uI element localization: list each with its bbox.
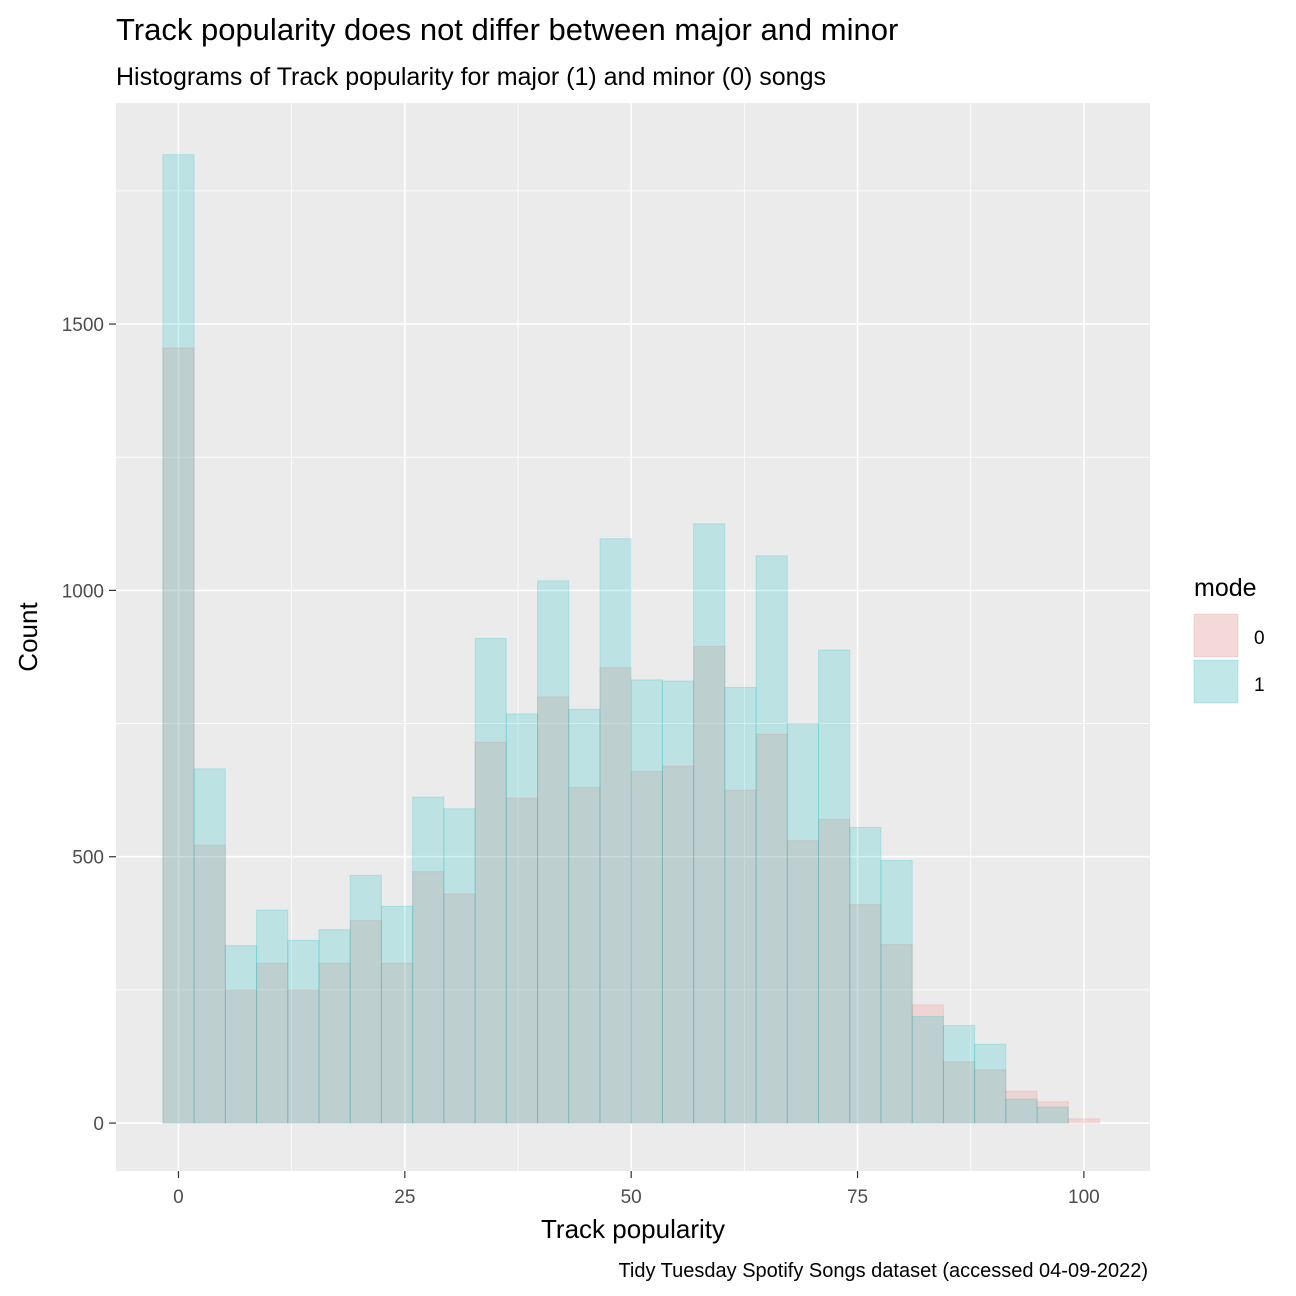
y-axis-title: Count [13, 602, 43, 672]
bar [755, 555, 788, 1124]
bar [942, 1025, 976, 1124]
bar [911, 1016, 944, 1124]
y-tick-label: 1500 [62, 315, 104, 336]
bar [412, 796, 445, 1124]
minor-gridlines [116, 103, 1150, 1171]
legend-key-1 [1194, 660, 1238, 703]
bar [974, 1069, 1007, 1124]
bar [256, 962, 289, 1124]
bar [599, 667, 632, 1124]
plot-panel [116, 103, 1150, 1171]
legend-label-0: 0 [1254, 628, 1265, 649]
bar [318, 929, 351, 1124]
legend-title: mode [1194, 574, 1257, 602]
bar [162, 154, 195, 1124]
bar [693, 523, 726, 1124]
bar [911, 1004, 944, 1124]
bar [287, 939, 320, 1124]
bar [724, 686, 757, 1124]
bar [755, 733, 788, 1124]
bar [537, 696, 570, 1124]
x-tick-label: 100 [1068, 1187, 1100, 1208]
bar [505, 797, 539, 1124]
bar [349, 920, 382, 1124]
bar [1036, 1106, 1069, 1124]
bar [599, 538, 632, 1124]
bar [474, 637, 507, 1124]
x-tick-label: 0 [173, 1187, 184, 1208]
bar [942, 1061, 976, 1124]
bar [474, 741, 507, 1124]
bar [443, 893, 476, 1124]
x-tick-label: 50 [621, 1187, 642, 1208]
bar [818, 818, 851, 1124]
major-gridlines [116, 103, 1150, 1171]
bar [318, 962, 351, 1124]
bar [256, 909, 289, 1124]
x-axis-ticks: 0 25 50 75 100 [173, 1171, 1100, 1208]
bar [287, 989, 320, 1124]
bar [380, 962, 414, 1124]
bar [443, 808, 476, 1124]
bar [974, 1043, 1007, 1124]
bar [661, 680, 695, 1124]
bar [193, 844, 226, 1124]
y-tick-label: 1000 [62, 581, 104, 602]
y-tick-label: 0 [93, 1114, 104, 1135]
bar [224, 989, 258, 1124]
bar [630, 770, 663, 1124]
bar [568, 786, 601, 1124]
bar [349, 874, 382, 1124]
bar [818, 649, 851, 1124]
bar [880, 944, 913, 1124]
bar [380, 905, 414, 1124]
bar [1036, 1101, 1069, 1124]
series-0-bars [162, 347, 1101, 1124]
bar [568, 708, 601, 1124]
bar [849, 904, 882, 1124]
chart-title: Track popularity does not differ between… [116, 12, 898, 47]
legend-swatch-1 [1193, 659, 1239, 704]
y-axis-ticks: 0 500 1000 1500 [62, 315, 116, 1135]
bar [224, 945, 258, 1124]
bar [1005, 1098, 1038, 1124]
chart-caption: Tidy Tuesday Spotify Songs dataset (acce… [618, 1260, 1148, 1282]
bar [849, 826, 882, 1124]
bar [193, 768, 226, 1124]
legend: mode 0 1 [1193, 574, 1265, 704]
chart-subtitle: Histograms of Track popularity for major… [116, 63, 826, 91]
bar [786, 723, 820, 1124]
bar [537, 580, 570, 1124]
bar [786, 840, 820, 1124]
series-1-bars [162, 154, 1069, 1124]
bar [1005, 1090, 1038, 1124]
bar [412, 871, 445, 1124]
bar [630, 679, 663, 1124]
y-tick-label: 500 [72, 848, 104, 869]
x-tick-label: 75 [847, 1187, 868, 1208]
bar [693, 645, 726, 1124]
x-tick-label: 25 [394, 1187, 415, 1208]
legend-key-0 [1194, 614, 1238, 657]
bar [724, 789, 757, 1124]
bar [661, 765, 695, 1124]
bar [880, 859, 913, 1124]
legend-label-1: 1 [1254, 675, 1265, 696]
legend-swatch-0 [1193, 613, 1239, 658]
x-axis-title: Track popularity [541, 1214, 725, 1244]
bar [162, 347, 195, 1124]
bar [505, 713, 539, 1124]
bar [1067, 1118, 1101, 1124]
